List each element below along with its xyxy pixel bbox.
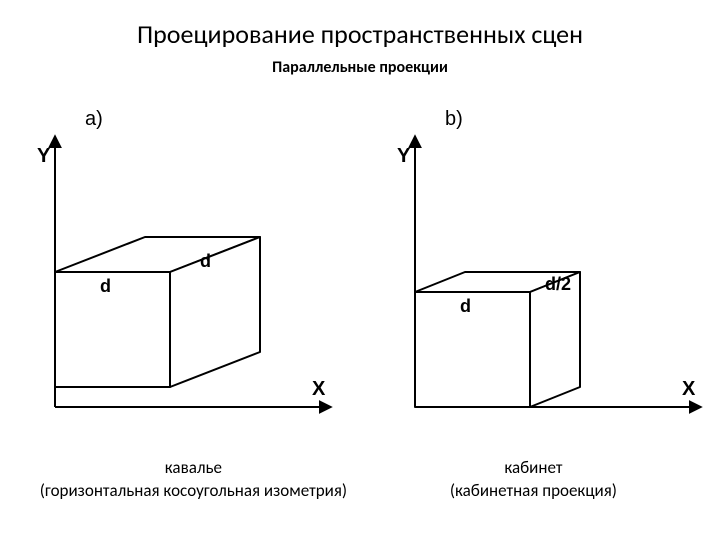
diagram-cabinet: b) Y Xd d/2	[390, 107, 710, 427]
svg-text:a): a)	[85, 108, 103, 130]
diagram-cavalier: a) Y Xd d	[30, 107, 360, 427]
page-subtitle: Параллельные проекции	[0, 58, 720, 77]
panel-b: b) Y Xd d/2	[390, 107, 710, 432]
svg-text:b): b)	[445, 108, 463, 130]
svg-text:X: X	[312, 378, 326, 400]
svg-text:d: d	[460, 296, 471, 316]
caption-right: кабинет (кабинетная проекция)	[370, 457, 696, 503]
svg-text:d: d	[100, 276, 111, 296]
caption-right-line1: кабинет	[370, 457, 696, 480]
svg-text:Y: Y	[397, 145, 411, 167]
panels-row: a) Y Xd d b) Y Xd d/2	[0, 107, 720, 432]
captions-row: кавалье (горизонтальная косоугольная изо…	[0, 457, 720, 503]
svg-text:d/2: d/2	[545, 274, 571, 294]
caption-left-line1: кавалье	[23, 457, 363, 480]
caption-right-line2: (кабинетная проекция)	[370, 480, 696, 503]
page-title: Проецирование пространственных сцен	[0, 18, 720, 50]
svg-text:d: d	[200, 251, 211, 271]
svg-text:Y: Y	[37, 145, 51, 167]
panel-a: a) Y Xd d	[30, 107, 360, 432]
caption-left: кавалье (горизонтальная косоугольная изо…	[23, 457, 363, 503]
caption-left-line2: (горизонтальная косоугольная изометрия)	[23, 480, 363, 503]
svg-text:X: X	[682, 378, 696, 400]
